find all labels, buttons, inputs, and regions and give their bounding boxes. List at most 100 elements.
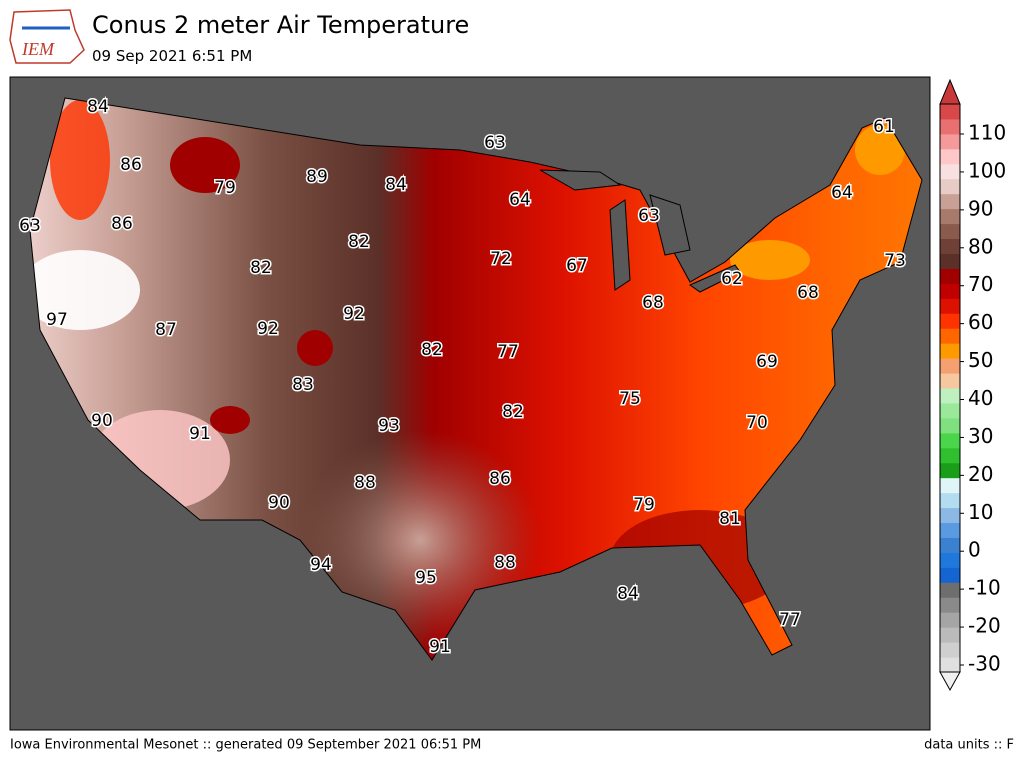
contour-label: 67 bbox=[566, 256, 588, 276]
contour-label: 77 bbox=[497, 342, 519, 362]
contour-label: 89 bbox=[306, 167, 328, 187]
colorbar-segment bbox=[940, 268, 960, 284]
colorbar-segment bbox=[940, 133, 960, 150]
colorbar-segment bbox=[940, 597, 960, 613]
subtitle: 09 Sep 2021 6:51 PM bbox=[92, 47, 252, 65]
colorbar-tick-label: 90 bbox=[968, 196, 993, 220]
logo: IEM bbox=[9, 9, 85, 64]
contour-label: 83 bbox=[292, 375, 314, 395]
colorbar-segment bbox=[940, 388, 960, 404]
colorbar-segment bbox=[940, 627, 960, 643]
contour-label: 73 bbox=[884, 251, 906, 271]
colorbar-segment bbox=[940, 313, 960, 329]
contour-label: 88 bbox=[354, 473, 376, 493]
colorbar-tick-label: 110 bbox=[968, 121, 1006, 145]
contour-label: 64 bbox=[509, 190, 531, 210]
coastline bbox=[29, 97, 923, 661]
contour-label: 63 bbox=[638, 206, 660, 226]
contour-label: 94 bbox=[310, 555, 332, 575]
contour-label: 64 bbox=[831, 183, 853, 203]
logo-text: IEM bbox=[21, 39, 55, 59]
contour-label: 63 bbox=[19, 216, 41, 236]
colorbar-segment bbox=[940, 417, 960, 434]
title: Conus 2 meter Air Temperature bbox=[92, 11, 469, 39]
colorbar-tick-label: 70 bbox=[968, 272, 993, 296]
colorbar-segment bbox=[940, 298, 960, 314]
contour-label: 86 bbox=[120, 155, 142, 175]
colorbar-tick-label: 60 bbox=[968, 310, 993, 334]
contour-label: 82 bbox=[502, 402, 524, 422]
contour-label: 90 bbox=[91, 411, 113, 431]
colorbar-segment bbox=[940, 343, 960, 359]
colorbar-segment bbox=[940, 582, 960, 598]
colorbar-segment bbox=[940, 402, 960, 419]
colorbar-segment bbox=[940, 283, 960, 299]
colorbar-tick-label: 100 bbox=[968, 158, 1006, 182]
colorbar-segment bbox=[940, 373, 960, 389]
colorbar-segment bbox=[940, 537, 960, 553]
contour-label: 69 bbox=[756, 352, 778, 372]
colorbar-segment bbox=[940, 477, 960, 494]
contour-label: 84 bbox=[87, 97, 109, 117]
colorbar-segment bbox=[940, 492, 960, 509]
contour-label: 97 bbox=[46, 310, 68, 330]
colorbar-segment bbox=[940, 253, 960, 269]
colorbar-tick-label: 30 bbox=[968, 424, 993, 448]
colorbar-tick-label: -20 bbox=[968, 614, 1001, 638]
colorbar-tick-label: 10 bbox=[968, 500, 993, 524]
contour-label: 82 bbox=[348, 232, 370, 252]
contour-label: 92 bbox=[343, 304, 365, 324]
contour-label: 61 bbox=[873, 117, 895, 137]
contour-label: 86 bbox=[111, 214, 133, 234]
contour-label: 68 bbox=[797, 283, 819, 303]
footer-left: Iowa Environmental Mesonet :: generated … bbox=[10, 738, 481, 753]
colorbar-segment bbox=[940, 118, 960, 135]
colorbar-segment bbox=[940, 612, 960, 628]
colorbar-tick-label: 80 bbox=[968, 234, 993, 258]
colorbar-segment bbox=[940, 507, 960, 524]
contour-label: 75 bbox=[619, 389, 641, 409]
contour-label: 82 bbox=[421, 340, 443, 360]
colorbar-frame bbox=[939, 103, 961, 673]
contour-label: 72 bbox=[490, 249, 512, 269]
colorbar-segment bbox=[940, 163, 960, 180]
contour-label: 95 bbox=[415, 568, 437, 588]
contour-label: 90 bbox=[268, 493, 290, 513]
colorbar-segment bbox=[940, 328, 960, 344]
contour-label: 86 bbox=[489, 469, 511, 489]
colorbar-tick-label: 40 bbox=[968, 386, 993, 410]
contour-label: 79 bbox=[633, 495, 655, 515]
colorbar-tick-label: 0 bbox=[968, 538, 981, 562]
contour-label: 82 bbox=[250, 258, 272, 278]
colorbar-arrow bbox=[939, 78, 961, 105]
colorbar-tick-label: 50 bbox=[968, 348, 993, 372]
contour-label: 87 bbox=[155, 320, 177, 340]
contour-label: 70 bbox=[746, 413, 768, 433]
contour-label: 91 bbox=[189, 424, 211, 444]
colorbar-segment bbox=[940, 552, 960, 568]
colorbar-segment bbox=[940, 223, 960, 240]
colorbar-segment bbox=[940, 567, 960, 583]
colorbar-segment bbox=[940, 238, 960, 254]
colorbar-segment bbox=[940, 462, 960, 479]
contour-label: 93 bbox=[378, 416, 400, 436]
colorbar-segment bbox=[940, 642, 960, 658]
colorbar-arrow bbox=[939, 671, 961, 692]
colorbar-tick-label: 20 bbox=[968, 462, 993, 486]
colorbar-segment bbox=[940, 432, 960, 449]
contour-label: 84 bbox=[385, 175, 407, 195]
colorbar-segment bbox=[940, 358, 960, 374]
contour-label: 91 bbox=[429, 637, 451, 657]
colorbar-tick-label: -10 bbox=[968, 576, 1001, 600]
colorbar-segment bbox=[940, 148, 960, 165]
colorbar-tick-label: -30 bbox=[968, 652, 1001, 676]
contour-label: 88 bbox=[494, 553, 516, 573]
colorbar-segment bbox=[940, 447, 960, 464]
colorbar-segment bbox=[940, 657, 960, 673]
colorbar-segment bbox=[940, 208, 960, 225]
footer-right: data units :: F bbox=[924, 738, 1014, 753]
contour-label: 62 bbox=[721, 269, 743, 289]
colorbar-segment bbox=[940, 104, 960, 120]
great-lakes bbox=[539, 169, 741, 293]
